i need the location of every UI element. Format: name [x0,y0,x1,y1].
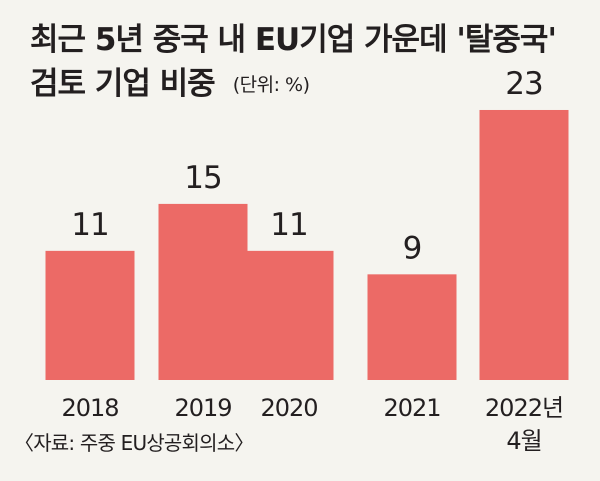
data-label-0: 11 [71,207,108,243]
data-label-2: 11 [270,207,307,243]
x-tick-label-4-line-0: 2022년 [485,394,563,422]
chart-title-text: 검토 기업 비중 [30,66,216,102]
unit-label: (단위: %) [232,74,310,96]
data-label-3: 9 [403,230,422,266]
bar-3 [367,274,457,380]
chart-title-line-1: 최근 5년 중국 내 EU기업 가운데 '탈중국' [30,22,557,58]
x-tick-label-4-line-1: 4월 [506,427,541,455]
bar-4 [479,109,569,380]
x-tick-label-1: 2019 [174,394,231,422]
x-tick-label-2: 2020 [260,394,317,422]
x-tick-label-3: 2021 [383,394,440,422]
data-label-1: 15 [184,160,221,196]
bar-1 [158,203,248,380]
bar-2 [244,250,334,380]
x-tick-label-0: 2018 [61,394,118,422]
source-note: 〈자료: 주중 EU상공회의소〉 [14,431,254,455]
chart-title-line-2: 검토 기업 비중 (단위: %) [30,58,310,103]
bar-0 [45,250,135,380]
data-label-4: 23 [505,66,542,102]
